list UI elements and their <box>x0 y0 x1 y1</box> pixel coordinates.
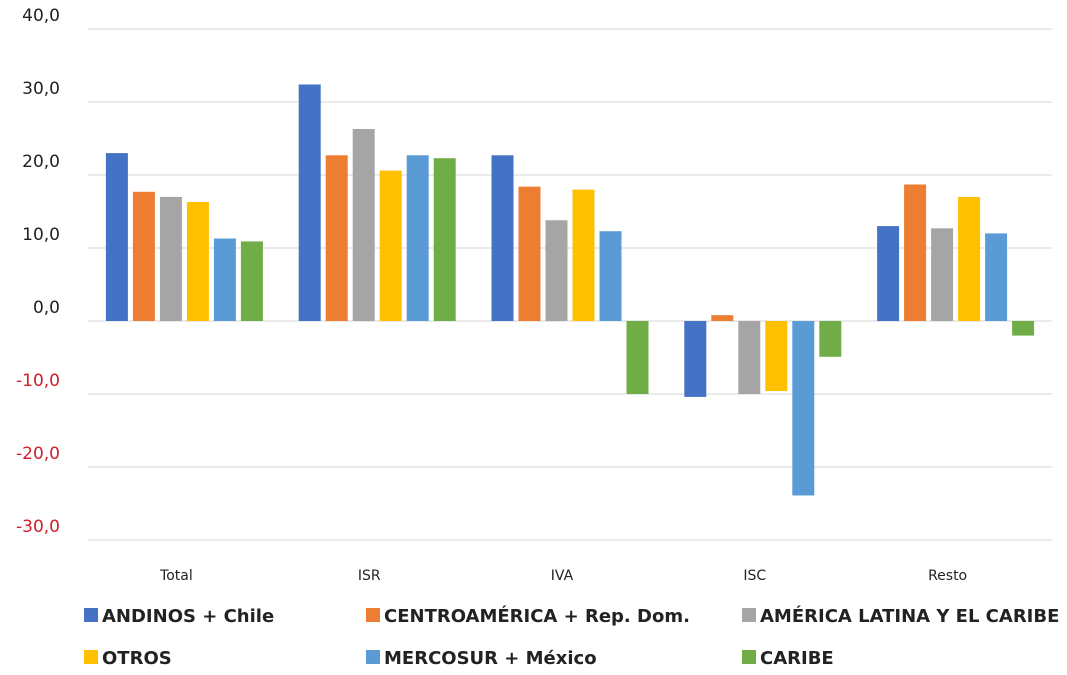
category-label: Total <box>159 568 193 584</box>
bar-mercosur-m-xico-isc <box>792 321 815 496</box>
legend-swatch <box>742 608 756 622</box>
bar-am-rica-latina-y-el-caribe-isc <box>738 321 761 394</box>
legend-label: MERCOSUR + México <box>384 648 597 669</box>
category-label: ISR <box>358 568 381 584</box>
bar-centroam-rica-rep-dom--isr <box>325 155 348 321</box>
y-axis-ticks: 40,0 30,0 20,0 10,0 0,0 -10,0 -20,0 -30,0 <box>16 6 60 537</box>
bar-caribe-isc <box>819 321 842 357</box>
bar-otros-isc <box>765 321 788 392</box>
legend-swatch <box>742 650 756 664</box>
bar-mercosur-m-xico-resto <box>985 233 1008 321</box>
legend-label: CARIBE <box>760 648 834 669</box>
bars <box>105 84 1035 496</box>
bar-caribe-iva <box>626 321 649 394</box>
legend: ANDINOS + Chile CENTROAMÉRICA + Rep. Dom.… <box>84 605 1059 669</box>
legend-swatch <box>366 608 380 622</box>
bar-andinos-chile-iva <box>491 155 514 321</box>
bar-andinos-chile-isc <box>684 321 707 397</box>
bar-centroam-rica-rep-dom--total <box>132 191 155 321</box>
legend-label: AMÉRICA LATINA Y EL CARIBE <box>760 605 1059 627</box>
legend-swatch <box>84 650 98 664</box>
category-label: ISC <box>743 568 766 584</box>
bar-andinos-chile-isr <box>298 84 321 321</box>
legend-label: CENTROAMÉRICA + Rep. Dom. <box>384 605 690 627</box>
bar-caribe-total <box>240 241 263 321</box>
y-tick-label: 20,0 <box>22 152 60 172</box>
bar-mercosur-m-xico-iva <box>599 231 622 321</box>
legend-label: ANDINOS + Chile <box>102 606 274 627</box>
bar-am-rica-latina-y-el-caribe-isr <box>352 129 375 321</box>
bar-caribe-isr <box>433 158 456 321</box>
legend-label: OTROS <box>102 648 172 669</box>
bar-andinos-chile-total <box>105 153 128 321</box>
bar-mercosur-m-xico-total <box>213 238 236 321</box>
y-tick-label: -10,0 <box>16 371 60 391</box>
bar-am-rica-latina-y-el-caribe-iva <box>545 220 568 321</box>
bar-mercosur-m-xico-isr <box>406 155 429 321</box>
bar-centroam-rica-rep-dom--resto <box>904 184 927 321</box>
bar-otros-isr <box>379 170 402 321</box>
bar-andinos-chile-resto <box>877 226 900 321</box>
y-tick-label: 0,0 <box>33 298 60 318</box>
y-tick-label: -20,0 <box>16 444 60 464</box>
category-labels: Total ISR IVA ISC Resto <box>159 568 967 584</box>
bar-centroam-rica-rep-dom--iva <box>518 186 541 321</box>
bar-caribe-resto <box>1012 321 1035 336</box>
bar-otros-total <box>186 202 209 321</box>
bar-otros-resto <box>958 196 981 321</box>
bar-centroam-rica-rep-dom--isc <box>711 315 734 321</box>
bar-am-rica-latina-y-el-caribe-resto <box>931 228 954 321</box>
y-tick-label: 10,0 <box>22 225 60 245</box>
bar-otros-iva <box>572 189 595 321</box>
category-label: Resto <box>928 568 967 584</box>
y-tick-label: -30,0 <box>16 517 60 537</box>
legend-swatch <box>84 608 98 622</box>
y-tick-label: 30,0 <box>22 79 60 99</box>
bar-am-rica-latina-y-el-caribe-total <box>159 196 182 321</box>
legend-swatch <box>366 650 380 664</box>
y-tick-label: 40,0 <box>22 6 60 26</box>
category-label: IVA <box>551 568 574 584</box>
